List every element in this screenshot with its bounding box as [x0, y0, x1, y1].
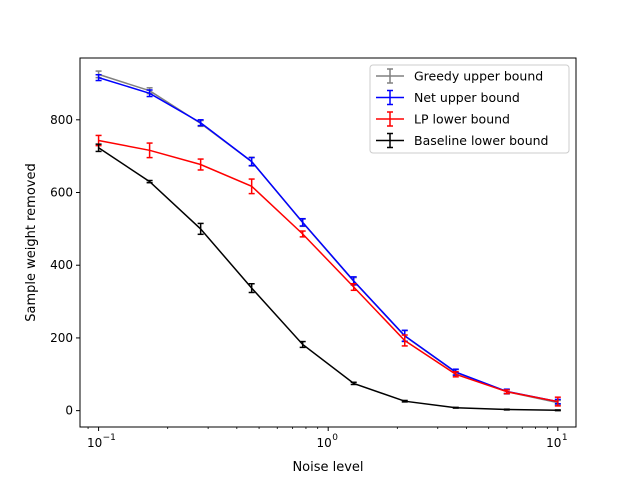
- error-bar: [146, 179, 153, 184]
- legend-label: Net upper bound: [414, 90, 520, 105]
- error-bar: [401, 399, 408, 403]
- series-layer: [95, 70, 561, 412]
- x-tick-exponent: 0: [332, 433, 338, 443]
- y-tick-label: 800: [50, 113, 73, 127]
- legend-entry: Baseline lower bound: [376, 132, 548, 149]
- y-axis-label: Sample weight removed: [24, 163, 39, 321]
- error-bar: [503, 389, 510, 395]
- error-bar: [350, 381, 357, 386]
- legend-label: LP lower bound: [414, 112, 510, 127]
- error-bar: [452, 406, 459, 409]
- series-lp-lower-bound: [95, 134, 561, 407]
- error-bar: [248, 178, 255, 195]
- series-line: [98, 147, 558, 412]
- error-bar: [503, 408, 510, 411]
- x-tick-exponent: −1: [103, 433, 116, 443]
- y-tick-label: 200: [50, 331, 73, 345]
- error-bar: [299, 340, 306, 349]
- series-baseline-lower-bound: [95, 143, 561, 412]
- legend-entry: Greedy upper bound: [376, 68, 543, 84]
- error-bar: [197, 119, 204, 127]
- error-bar: [95, 143, 102, 153]
- y-tick-label: 600: [50, 186, 73, 200]
- error-bar: [401, 334, 408, 347]
- x-axis-label: Noise level: [292, 460, 363, 475]
- error-bar: [146, 89, 153, 98]
- y-tick-label: 0: [65, 404, 73, 418]
- error-bar: [299, 230, 306, 238]
- legend-box: [369, 64, 570, 154]
- legend-entry: Net upper bound: [376, 89, 520, 106]
- series-line: [98, 76, 558, 403]
- error-bar: [197, 158, 204, 171]
- error-bar: [197, 222, 204, 236]
- x-tick-exponent: 1: [562, 433, 568, 443]
- error-bar: [350, 283, 357, 292]
- error-bar: [554, 396, 561, 407]
- error-bar: [248, 283, 255, 294]
- series-line: [98, 139, 558, 403]
- y-tick-label: 400: [50, 258, 73, 272]
- legend-entry: LP lower bound: [376, 111, 510, 127]
- legend: Greedy upper bound Net upper bound LP lowe…: [369, 64, 570, 154]
- x-tick-label: 10: [546, 436, 561, 450]
- error-bar: [299, 217, 306, 227]
- error-bar: [95, 73, 102, 82]
- legend-label: Greedy upper bound: [414, 69, 543, 84]
- x-tick-label: 10: [317, 436, 332, 450]
- error-bar: [452, 370, 459, 378]
- legend-label: Baseline lower bound: [414, 133, 548, 148]
- error-bar: [248, 156, 255, 167]
- error-bar: [146, 142, 153, 159]
- error-bar: [554, 409, 561, 412]
- x-tick-label: 10: [87, 436, 102, 450]
